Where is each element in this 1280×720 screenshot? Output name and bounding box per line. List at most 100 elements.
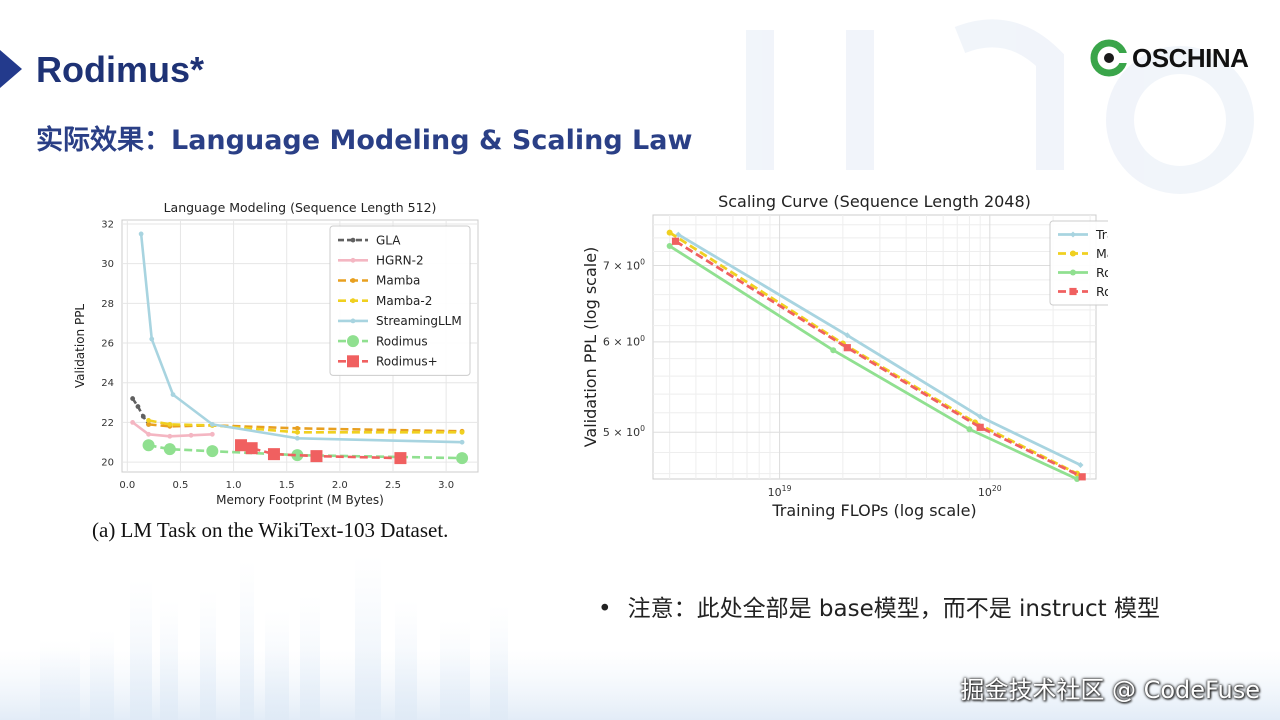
page-title: Rodimus* <box>36 49 205 90</box>
data-point-rodimus-plus <box>843 344 851 352</box>
data-point-rodimus-plus <box>267 448 280 461</box>
y-tick-label: 30 <box>101 259 114 270</box>
legend-label: StreamingLLM <box>376 314 462 328</box>
x-axis-label: Memory Footprint (M Bytes) <box>216 493 384 507</box>
legend-swatch-marker <box>1070 231 1076 238</box>
series-line-mamba-2 <box>668 231 1078 475</box>
legend-swatch-marker <box>350 318 356 324</box>
legend-item-transformer-plus-plus: Transformer++ <box>1058 227 1108 242</box>
y-tick-label: 6 × 100 <box>603 334 645 349</box>
legend-label: Rodimus <box>1096 265 1108 280</box>
oschina-logo-icon <box>1090 39 1128 77</box>
legend-label: Mamba <box>376 274 420 288</box>
data-point-transformer-plus-plus <box>1077 462 1084 469</box>
series-streamingllm <box>138 231 465 445</box>
note-bullet: • <box>598 596 612 622</box>
legend: Transformer++ Mamba-2 Rodimus Rodimus+ <box>1049 220 1108 306</box>
x-axis-ticks: 1019 1020 <box>768 215 1002 499</box>
legend-item-mamba: Mamba <box>338 274 420 288</box>
data-point-hgrn-2 <box>209 431 215 437</box>
legend-label: Mamba-2 <box>376 294 432 308</box>
legend-item-gla: GLA <box>338 233 401 247</box>
x-tick-label: 2.0 <box>332 480 348 491</box>
y-tick-exponent: 0 <box>640 257 645 266</box>
legend-item-rodimus-plus: Rodimus+ <box>338 355 438 369</box>
y-tick-label: 7 × 100 <box>603 257 645 272</box>
x-tick-label: 3.0 <box>438 480 454 491</box>
series-transformer-plus-plus <box>675 231 1084 469</box>
data-point-mamba <box>294 425 300 431</box>
series-rodimus <box>666 243 1081 482</box>
x-tick-label: 0.5 <box>172 480 188 491</box>
y-tick-label: 24 <box>101 378 114 389</box>
data-point-mamba <box>146 421 151 427</box>
series-rodimus-plus <box>671 237 1086 481</box>
y-tick-label: 26 <box>101 339 114 350</box>
series-rodimus-plus <box>235 439 407 465</box>
legend-swatch-marker <box>350 257 356 263</box>
data-point-rodimus-plus <box>245 442 258 455</box>
x-tick-exponent: 19 <box>782 484 792 493</box>
x-tick-label: 1020 <box>978 484 1002 499</box>
data-point-rodimus <box>1074 476 1081 482</box>
y-tick-label: 32 <box>101 219 114 230</box>
legend-box <box>329 225 471 376</box>
data-point-hgrn-2 <box>167 433 173 439</box>
legend-swatch-marker <box>350 237 356 243</box>
y-axis-ticks: 5 × 100 6 × 100 7 × 100 <box>603 257 1096 439</box>
legend-label: HGRN-2 <box>376 254 424 268</box>
data-point-gla <box>130 396 136 401</box>
data-point-mamba-2 <box>294 429 300 435</box>
x-tick-label: 1.0 <box>226 480 242 491</box>
legend-item-rodimus: Rodimus <box>1058 265 1108 280</box>
data-point-gla <box>135 404 141 409</box>
legend-swatch-marker <box>1070 250 1076 257</box>
legend-label: GLA <box>376 233 401 247</box>
legend-swatch-marker <box>347 335 359 348</box>
data-point-rodimus <box>206 445 219 458</box>
watermark: 掘金技术社区 @ CodeFuse <box>960 676 1260 704</box>
y-tick-label: 5 × 100 <box>603 424 645 439</box>
series-group <box>130 231 469 465</box>
x-tick-label: 0.0 <box>119 480 135 491</box>
data-point-mamba-2 <box>167 421 173 427</box>
data-point-streamingllm <box>149 336 155 342</box>
legend-swatch-marker <box>350 298 356 304</box>
data-point-streamingllm <box>209 421 215 427</box>
note-text: • 注意：此处全部是 base模型，而不是 instruct 模型 <box>598 589 1160 623</box>
page-subtitle: 实际效果：Language Modeling & Scaling Law <box>36 125 693 156</box>
legend-label: Rodimus+ <box>1096 284 1108 299</box>
oschina-logo: OSCHINA <box>1090 38 1249 78</box>
series-line-rodimus <box>668 244 1078 481</box>
data-point-transformer-plus-plus <box>844 332 851 339</box>
chart-title: Scaling Curve (Sequence Length 2048) <box>718 192 1031 211</box>
plot-area <box>652 214 1097 480</box>
legend-label: Rodimus <box>376 334 428 348</box>
data-point-rodimus-plus <box>394 452 407 465</box>
legend-item-rodimus-plus: Rodimus+ <box>1058 284 1108 299</box>
data-point-rodimus <box>456 452 469 465</box>
legend-item-hgrn-2: HGRN-2 <box>338 254 424 268</box>
chart-title: Language Modeling (Sequence Length 512) <box>164 200 437 215</box>
note-content: 注意：此处全部是 base模型，而不是 instruct 模型 <box>627 596 1161 622</box>
x-tick-label: 1019 <box>768 484 792 499</box>
legend: GLA HGRN-2 Mamba Mamba-2 StreamingLLM Rodimus… <box>329 225 471 376</box>
legend-label: Transformer++ <box>1095 227 1108 242</box>
data-point-mamba-2 <box>459 429 465 435</box>
data-point-streamingllm <box>459 439 465 445</box>
data-point-rodimus <box>142 439 155 452</box>
language-modeling-chart: 0.0 0.5 1.0 1.5 2.0 2.5 3.0 20 22 24 26 28 30 32 Langu… <box>73 200 479 507</box>
y-tick-label: 22 <box>101 418 114 429</box>
data-point-hgrn-2 <box>146 431 151 437</box>
x-tick-label: 2.5 <box>385 480 401 491</box>
title-arrow-icon <box>0 50 22 88</box>
legend-swatch-marker <box>1069 287 1077 296</box>
oschina-logo-text: OSCHINA <box>1132 42 1249 73</box>
series-hgrn-2 <box>130 419 215 439</box>
data-point-rodimus-plus <box>671 237 680 245</box>
data-point-hgrn-2 <box>188 432 194 438</box>
scaling-curve-chart: 1019 1020 5 × 100 6 × 100 7 × 100 Scaling Cur… <box>581 192 1108 520</box>
data-point-rodimus <box>291 449 304 462</box>
x-tick-label: 1.5 <box>279 480 295 491</box>
data-point-rodimus <box>666 243 673 250</box>
